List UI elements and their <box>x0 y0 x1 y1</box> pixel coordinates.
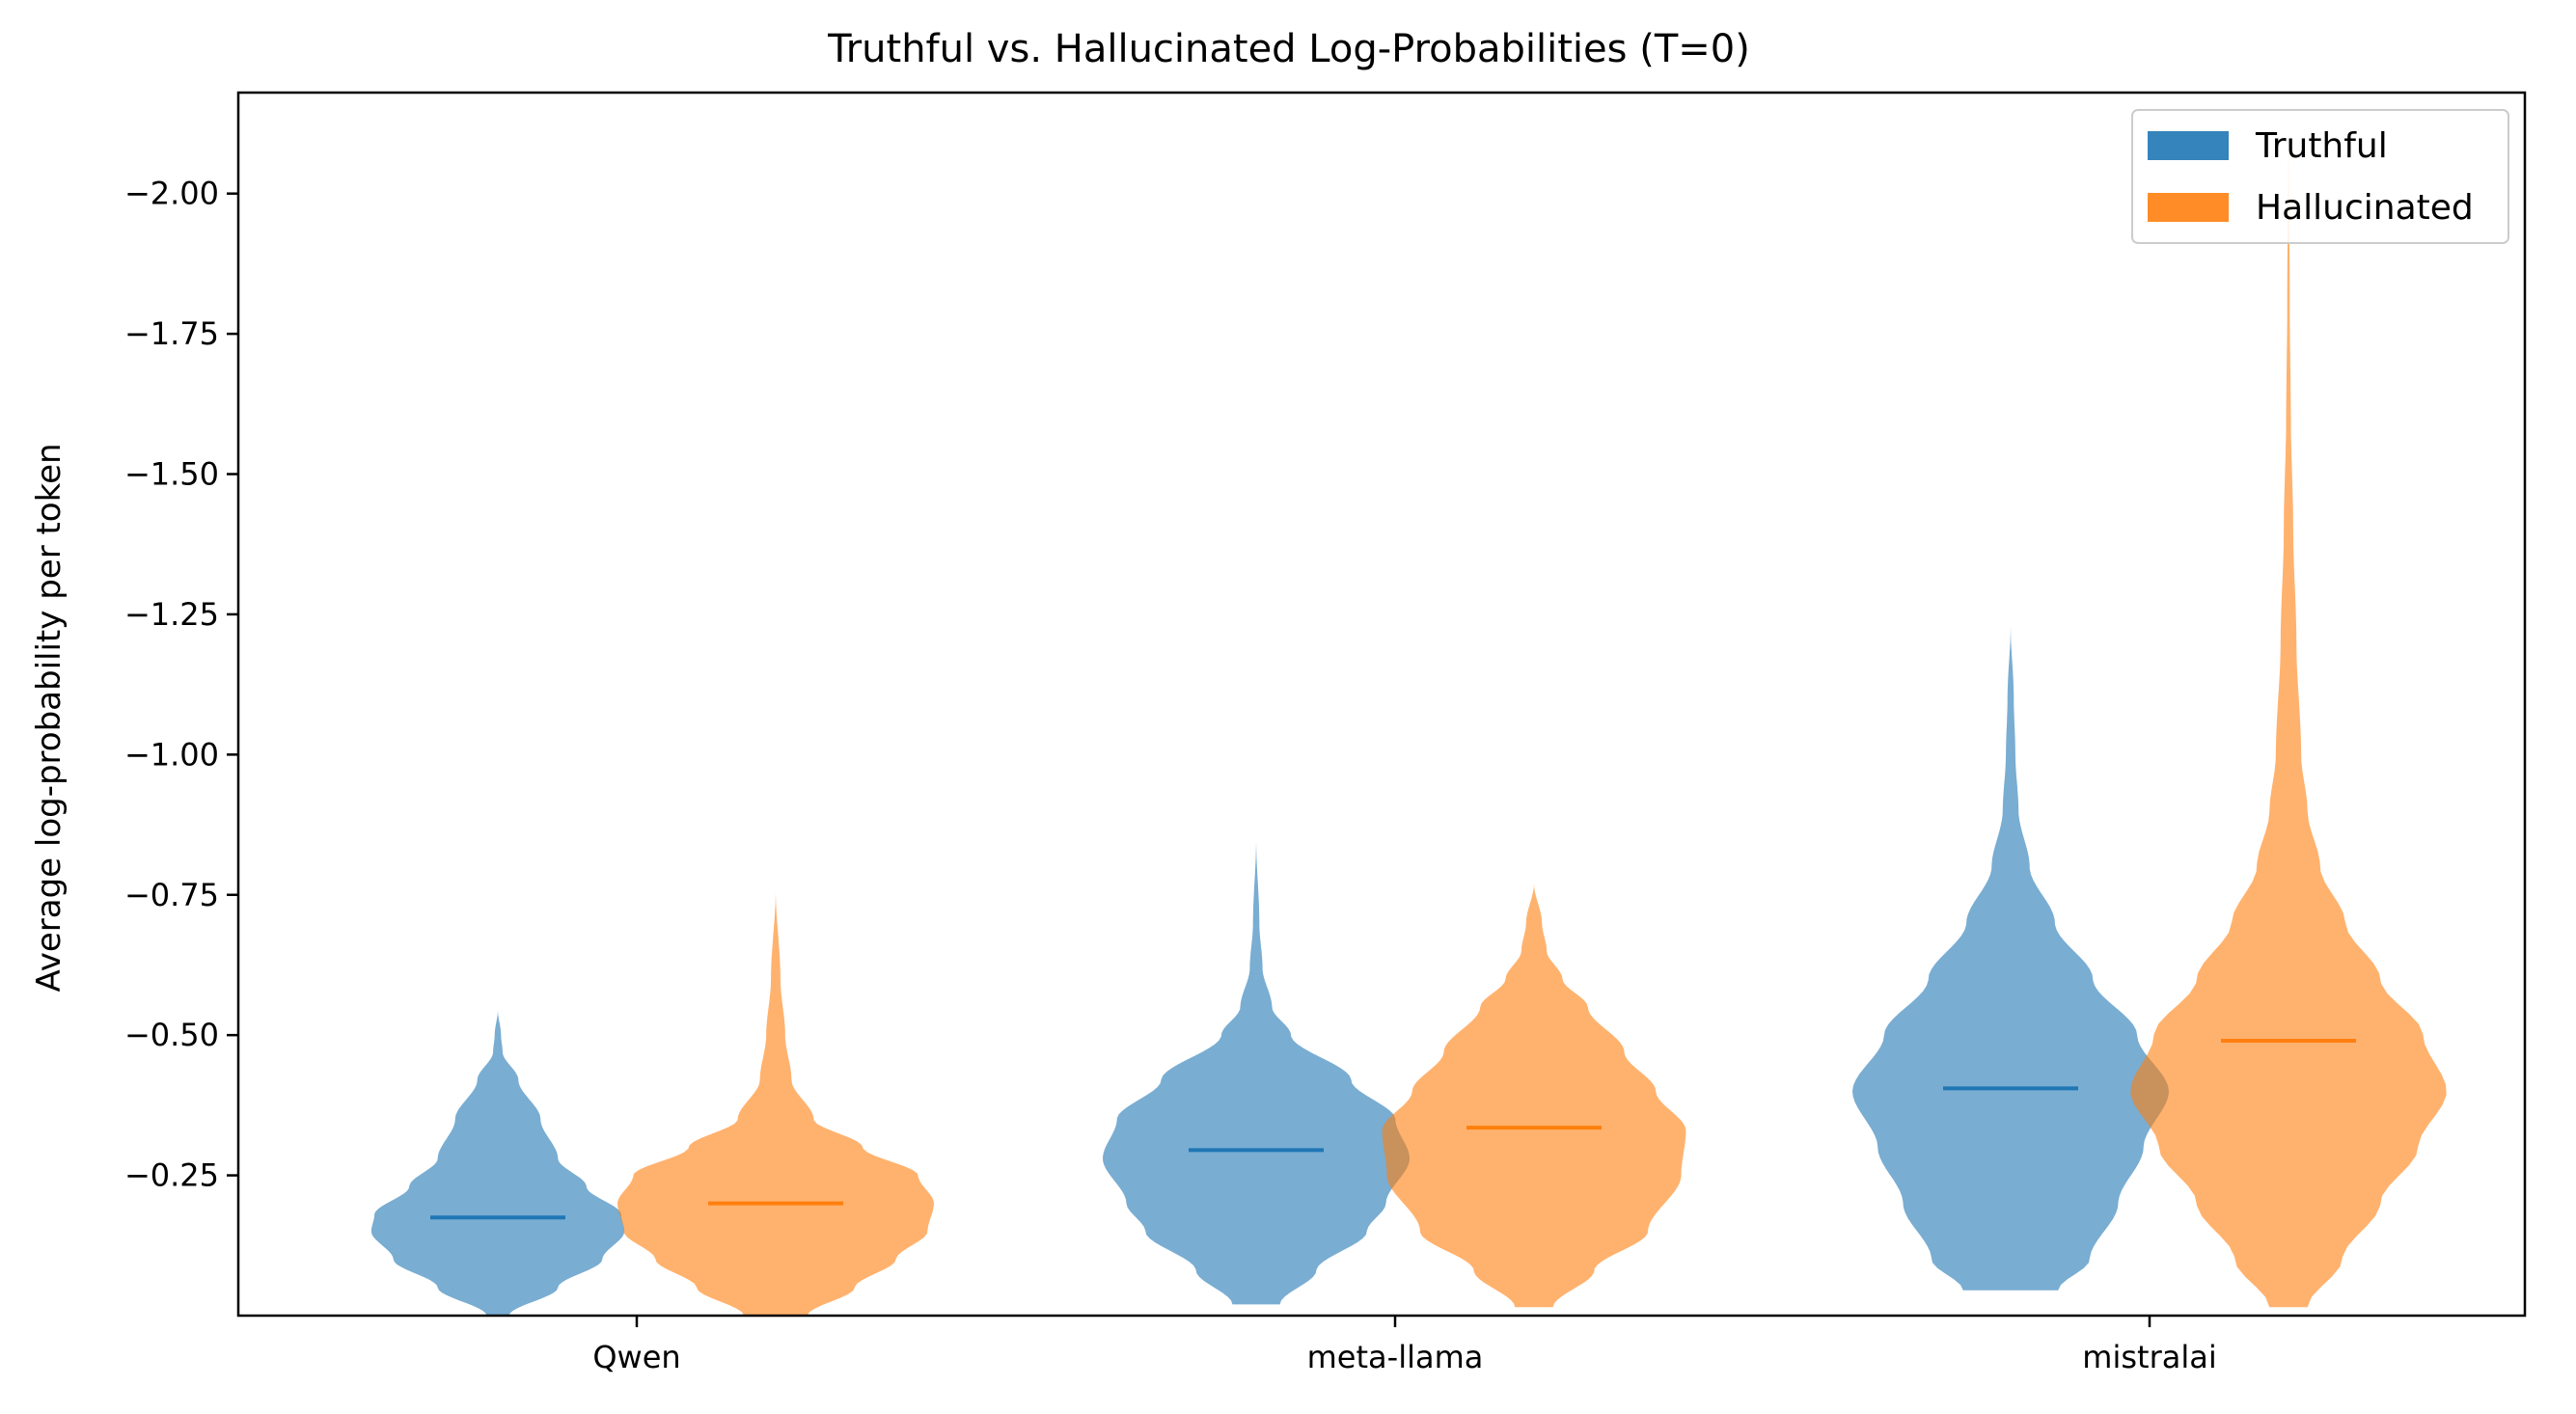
y-tick-label: −1.75 <box>124 315 219 352</box>
y-tick-label: −0.75 <box>124 877 219 913</box>
x-tick-label: meta-llama <box>1307 1339 1484 1375</box>
x-axis: Qwen meta-llama mistralai <box>592 1316 2217 1375</box>
legend-label-hallucinated: Hallucinated <box>2256 188 2474 228</box>
violin-truthful-mistralai <box>1852 625 2169 1291</box>
y-tick-label: −1.00 <box>124 736 219 773</box>
violin-layer <box>370 93 2447 1316</box>
y-tick-label: −2.00 <box>124 176 219 212</box>
y-axis: −0.25 −0.50 −0.75 −1.00 −1.25 −1.50 −1.75 −2.00 <box>124 176 238 1194</box>
violin-hallucinated-meta-llama <box>1382 884 1686 1308</box>
y-axis-label: Average log-probability per token <box>30 443 69 992</box>
median-layer <box>430 1038 2356 1220</box>
x-tick-label: Qwen <box>592 1339 680 1375</box>
violin-truthful-meta-llama <box>1103 838 1410 1305</box>
y-tick-label: −1.25 <box>124 596 219 633</box>
y-tick-label: −1.50 <box>124 456 219 493</box>
chart-title: Truthful vs. Hallucinated Log-Probabilit… <box>827 27 1750 71</box>
y-tick-label: −0.25 <box>124 1157 219 1194</box>
y-tick-label: −0.50 <box>124 1017 219 1053</box>
plot-frame <box>236 91 2527 1318</box>
violin-hallucinated-qwen <box>617 888 934 1316</box>
x-tick-label: mistralai <box>2082 1339 2216 1375</box>
violin-hallucinated-mistralai <box>2130 93 2447 1308</box>
legend-swatch-truthful <box>2148 131 2229 160</box>
violin-truthful-qwen <box>370 1010 625 1316</box>
legend-label-truthful: Truthful <box>2255 126 2388 166</box>
legend: Truthful Hallucinated <box>2131 109 2509 244</box>
legend-swatch-hallucinated <box>2148 193 2229 222</box>
